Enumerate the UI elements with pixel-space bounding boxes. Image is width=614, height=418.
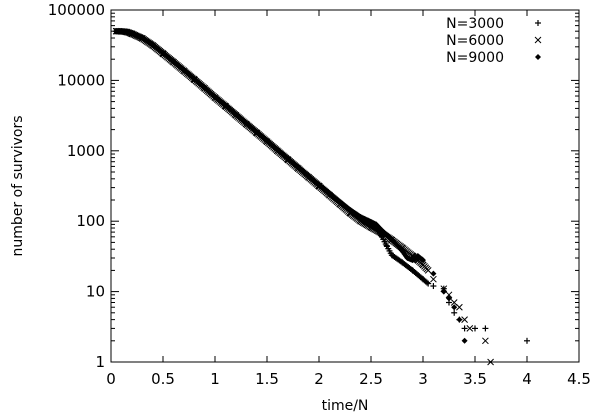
y-tick-label: 10 <box>86 283 105 301</box>
plot-frame <box>110 9 580 363</box>
data-point <box>451 309 458 316</box>
y-tick-label: 100000 <box>48 1 105 19</box>
data-point <box>461 325 468 332</box>
y-axis-label: number of survivors <box>10 115 26 256</box>
data-point <box>524 337 530 344</box>
data-point <box>456 316 463 323</box>
data-point <box>430 275 437 283</box>
x-tick-label: 4 <box>522 370 532 388</box>
x-tick-label: 3.5 <box>463 370 487 388</box>
x-tick-label: 2.5 <box>359 370 383 388</box>
data-point <box>446 295 452 302</box>
x-tick-label: 1.5 <box>255 370 279 388</box>
series-2 <box>112 27 494 366</box>
y-tick-label: 1000 <box>67 142 105 160</box>
data-point <box>482 325 489 332</box>
data-point <box>422 278 429 285</box>
data-point <box>482 337 489 345</box>
x-tick-label: 0.5 <box>151 370 175 388</box>
legend-marker <box>535 20 541 26</box>
legend-marker <box>535 54 541 60</box>
data-point <box>423 265 431 273</box>
data-point <box>472 325 478 332</box>
data-point <box>456 303 463 311</box>
x-tick-label: 0 <box>106 370 116 388</box>
data-point <box>451 304 458 311</box>
legend-marker <box>534 36 542 44</box>
axis-tick-labels: 0 0.5 1 1.5 2 2.5 3 3.5 4 4.5 1 10 100 1000 10000 10000… <box>48 1 591 388</box>
data-point <box>445 291 453 299</box>
x-tick-label: 4.5 <box>567 370 591 388</box>
y-tick-label: 100 <box>76 212 105 230</box>
legend-label: N=6000 <box>446 33 504 49</box>
data-points <box>112 27 530 366</box>
x-axis-label: time/N <box>322 398 369 414</box>
data-point <box>466 325 474 332</box>
legend-label: N=3000 <box>446 16 504 32</box>
data-point <box>430 270 437 277</box>
data-point <box>461 316 468 323</box>
data-point <box>418 256 425 263</box>
data-point <box>487 358 494 366</box>
data-point <box>440 288 447 295</box>
x-tick-label: 2 <box>314 370 324 388</box>
x-tick-label: 1 <box>210 370 220 388</box>
data-point <box>423 279 430 286</box>
y-tick-label: 1 <box>95 353 105 371</box>
data-point <box>461 337 468 344</box>
data-point <box>430 283 437 290</box>
series-3 <box>113 28 468 344</box>
legend-label: N=9000 <box>446 50 504 66</box>
x-tick-label: 3 <box>418 370 428 388</box>
axis-ticks <box>110 9 580 363</box>
y-tick-label: 10000 <box>57 71 105 89</box>
